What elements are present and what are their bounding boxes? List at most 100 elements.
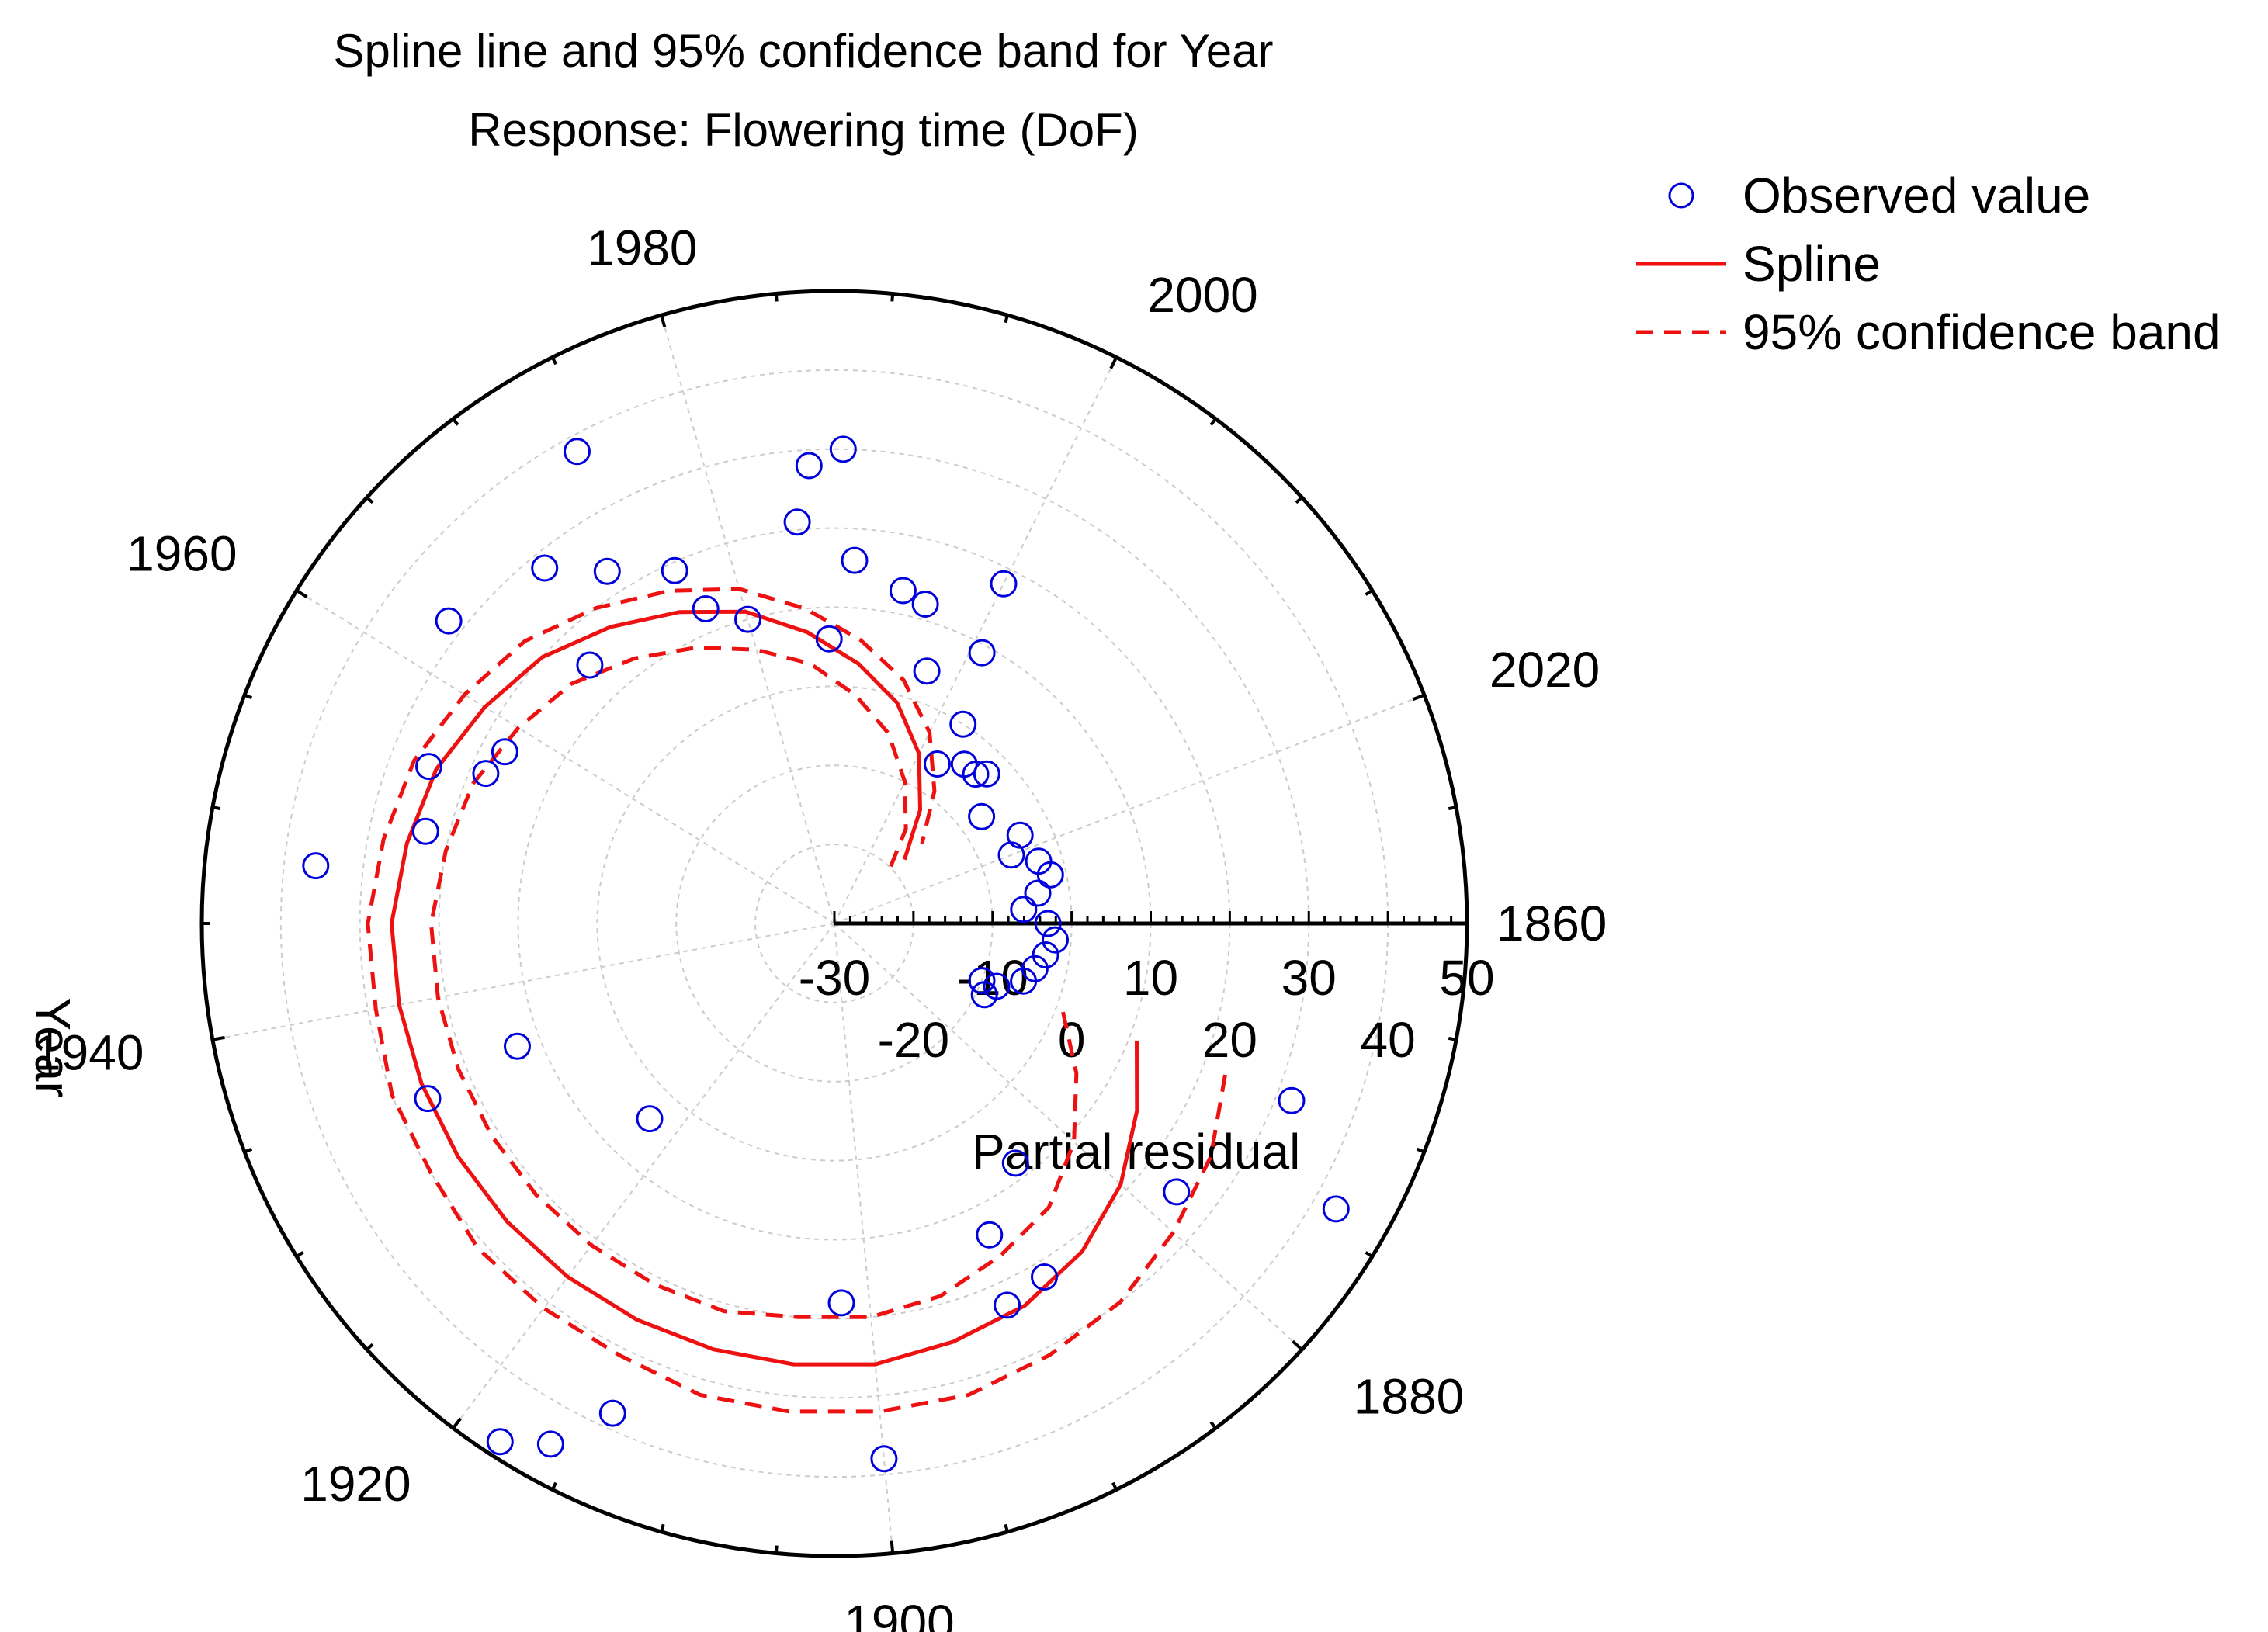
outer-tick bbox=[244, 693, 253, 700]
lower-confidence-band bbox=[428, 645, 1079, 1319]
observed-point bbox=[1032, 941, 1059, 968]
observed-point bbox=[531, 554, 559, 582]
observed-point bbox=[968, 967, 996, 995]
legend-label-band: 95% confidence band bbox=[1743, 304, 2221, 360]
radial-tick-label: -20 bbox=[878, 1012, 950, 1068]
observed-point bbox=[692, 595, 720, 622]
observed-point bbox=[1001, 1149, 1029, 1177]
radial-tick-label: 30 bbox=[1281, 950, 1337, 1006]
radial-tick-label: 20 bbox=[1202, 1012, 1257, 1068]
observed-point bbox=[1163, 1178, 1191, 1206]
observed-point bbox=[1010, 896, 1038, 923]
observed-point bbox=[997, 841, 1025, 869]
outer-tick bbox=[296, 1251, 304, 1258]
observed-point bbox=[411, 817, 439, 845]
observed-point bbox=[576, 651, 604, 679]
observed-point bbox=[795, 452, 823, 480]
radial-tick-label: 50 bbox=[1439, 950, 1494, 1006]
observed-point bbox=[990, 570, 1018, 598]
outer-tick bbox=[296, 589, 308, 599]
observed-point bbox=[889, 577, 917, 605]
outer-tick bbox=[660, 314, 667, 328]
chart-title: Spline line and 95% confidence band for … bbox=[334, 25, 1274, 77]
outer-tick bbox=[366, 496, 374, 504]
grid-spoke bbox=[453, 923, 835, 1429]
radial-tick-label: -30 bbox=[799, 950, 871, 1006]
angle-label: 2020 bbox=[1489, 642, 1600, 698]
outer-tick bbox=[1292, 1339, 1303, 1351]
observed-point bbox=[994, 1291, 1021, 1319]
grid-spoke bbox=[834, 923, 1302, 1350]
grid-spoke bbox=[212, 923, 835, 1041]
legend: Observed value Spline 95% confidence ban… bbox=[1636, 168, 2221, 360]
observed-point bbox=[962, 761, 990, 788]
outer-tick bbox=[1004, 314, 1009, 324]
outer-tick bbox=[1448, 806, 1457, 811]
observed-point bbox=[564, 438, 591, 466]
observed-point bbox=[1034, 910, 1062, 937]
grid-spoke bbox=[661, 314, 835, 924]
observed-point bbox=[598, 1399, 626, 1427]
angle-label: 1900 bbox=[844, 1595, 954, 1632]
outer-tick bbox=[452, 1417, 463, 1429]
outer-tick bbox=[890, 1540, 895, 1554]
observed-point bbox=[973, 760, 1000, 788]
observed-points bbox=[302, 435, 1350, 1473]
outer-tick bbox=[1365, 1251, 1373, 1258]
observed-point bbox=[1036, 861, 1064, 889]
observed-point bbox=[970, 981, 998, 1009]
angle-label: 2000 bbox=[1147, 267, 1257, 323]
outer-tick bbox=[1412, 693, 1425, 702]
outer-tick bbox=[244, 1147, 253, 1154]
spline-curve bbox=[389, 609, 1139, 1367]
observed-point bbox=[661, 556, 688, 584]
outer-tick bbox=[452, 418, 459, 426]
observed-point bbox=[1278, 1086, 1306, 1114]
observed-point bbox=[924, 750, 951, 778]
observed-point bbox=[1322, 1195, 1350, 1223]
observed-point bbox=[302, 852, 330, 880]
observed-point bbox=[968, 802, 996, 830]
angle-label: 1920 bbox=[300, 1456, 411, 1512]
spline-line bbox=[389, 609, 1139, 1367]
angle-label: 1940 bbox=[33, 1024, 144, 1080]
legend-label-observed: Observed value bbox=[1743, 168, 2090, 223]
observed-point bbox=[415, 753, 442, 781]
observed-point bbox=[815, 625, 843, 653]
angular-axis-title: Year bbox=[25, 997, 81, 1097]
observed-point bbox=[1042, 926, 1069, 954]
observed-point bbox=[504, 1032, 531, 1060]
observed-point bbox=[1006, 821, 1034, 849]
observed-point bbox=[870, 1445, 898, 1473]
outer-tick bbox=[212, 806, 221, 811]
outer-tick bbox=[1448, 1036, 1457, 1041]
observed-point bbox=[976, 1221, 1004, 1249]
angle-label: 1880 bbox=[1354, 1369, 1464, 1425]
upper-confidence-band bbox=[366, 587, 1227, 1414]
observed-point bbox=[968, 639, 996, 667]
outer-tick bbox=[550, 356, 557, 366]
grid-spoke bbox=[834, 923, 894, 1554]
observed-point bbox=[841, 546, 869, 574]
observed-point bbox=[636, 1105, 664, 1133]
outer-tick bbox=[1209, 418, 1217, 426]
confidence-band-lines bbox=[366, 587, 1227, 1414]
outer-tick bbox=[1111, 1481, 1118, 1491]
outer-tick bbox=[1295, 496, 1303, 504]
observed-point bbox=[829, 435, 857, 463]
legend-marker-observed bbox=[1668, 182, 1694, 209]
outer-tick bbox=[212, 1035, 225, 1041]
angle-label: 1980 bbox=[587, 220, 697, 276]
outer-tick bbox=[1004, 1523, 1009, 1533]
chart-titles: Spline line and 95% confidence band for … bbox=[334, 25, 1274, 156]
observed-point bbox=[1031, 1263, 1058, 1291]
outer-tick bbox=[774, 293, 779, 302]
radial-tick-label: 0 bbox=[1058, 1012, 1086, 1068]
observed-point bbox=[1024, 879, 1052, 907]
outer-tick bbox=[1109, 356, 1118, 369]
observed-point bbox=[827, 1289, 855, 1317]
outer-tick bbox=[1416, 1147, 1425, 1154]
grid-spoke bbox=[834, 694, 1425, 924]
outer-tick bbox=[366, 1343, 374, 1351]
